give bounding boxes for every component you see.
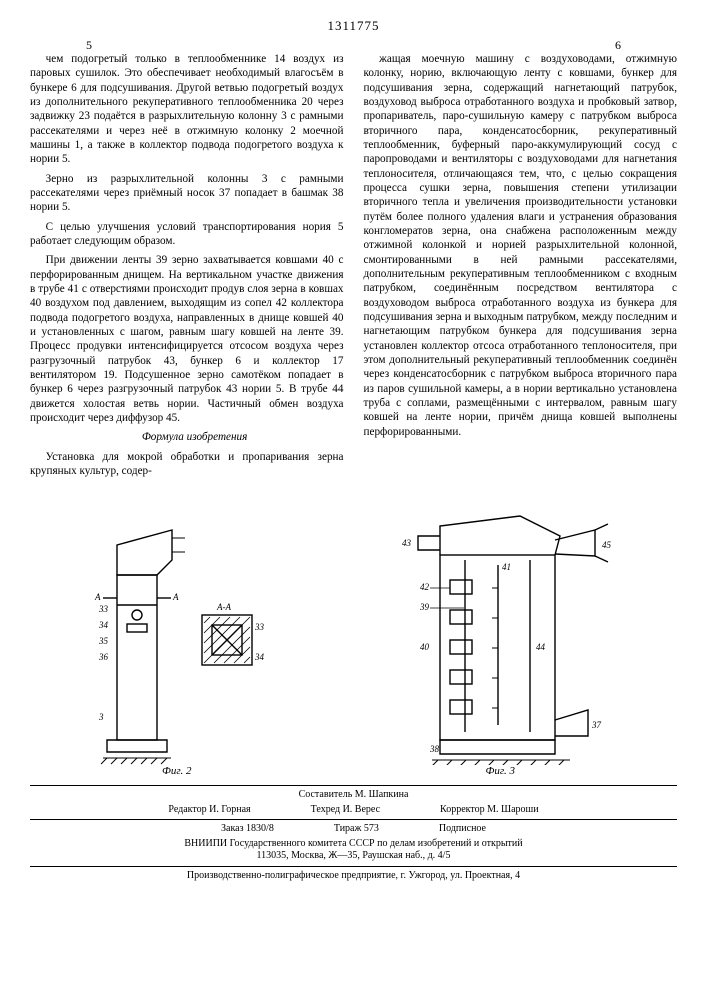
para: Установка для мокрой обработки и пропари… bbox=[30, 450, 344, 479]
footer-row: Заказ 1830/8 Тираж 573 Подписное bbox=[30, 823, 677, 836]
fig3-label: 39 bbox=[419, 602, 430, 612]
fig3-label: 42 bbox=[420, 582, 430, 592]
fig2-label: A bbox=[172, 592, 179, 602]
fig3-label: 37 bbox=[591, 720, 602, 730]
fig3-label: 44 bbox=[536, 642, 546, 652]
page-num-right: 6 bbox=[615, 38, 621, 53]
footer-tech: Техред И. Верес bbox=[311, 804, 380, 817]
footer-row: Редактор И. Горная Техред И. Верес Корре… bbox=[30, 804, 677, 817]
para: С целью улучшения условий транспортирова… bbox=[30, 220, 344, 249]
figure-3-caption: Фиг. 3 bbox=[486, 765, 516, 777]
fig3-label: 38 bbox=[429, 744, 440, 754]
fig2-label: 33 bbox=[98, 604, 109, 614]
footer-row: Составитель М. Шапкина bbox=[30, 789, 677, 802]
footer-org: ВНИИПИ Государственного комитета СССР по… bbox=[30, 838, 677, 851]
footer-print: Производственно-полиграфическое предприя… bbox=[30, 870, 677, 883]
footer-sign: Подписное bbox=[439, 823, 486, 836]
fig2-label: 34 bbox=[254, 652, 265, 662]
fig2-label: 34 bbox=[98, 620, 109, 630]
footer-block: Составитель М. Шапкина Редактор И. Горна… bbox=[30, 785, 677, 882]
column-left: чем подогретый только в теплообменнике 1… bbox=[30, 52, 344, 483]
fig2-label: 33 bbox=[254, 622, 265, 632]
para: Зерно из разрыхлительной колонны 3 с рам… bbox=[30, 172, 344, 215]
formula-heading: Формула изобретения bbox=[30, 430, 344, 444]
page-num-left: 5 bbox=[86, 38, 92, 53]
fig2-label: 35 bbox=[98, 636, 109, 646]
doc-number: 1311775 bbox=[30, 18, 677, 34]
figure-2: A A A-A 33 34 35 36 3 33 34 Фиг. 2 bbox=[77, 520, 277, 777]
footer-compiler: Составитель М. Шапкина bbox=[299, 789, 409, 802]
fig3-label: 41 bbox=[502, 562, 511, 572]
figures-row: A A A-A 33 34 35 36 3 33 34 Фиг. 2 bbox=[30, 497, 677, 777]
figure-3: 42 39 43 40 41 44 38 37 45 Фиг. 3 bbox=[370, 510, 630, 777]
para: чем подогретый только в теплообменнике 1… bbox=[30, 52, 344, 167]
footer-order: Заказ 1830/8 bbox=[221, 823, 274, 836]
figure-3-svg: 42 39 43 40 41 44 38 37 45 bbox=[370, 510, 630, 765]
para: жащая моечную машину с воздуховодами, от… bbox=[364, 52, 678, 439]
footer-editor: Редактор И. Горная bbox=[168, 804, 250, 817]
fig2-label: A-A bbox=[216, 602, 231, 612]
footer-tirage: Тираж 573 bbox=[334, 823, 379, 836]
para: При движении ленты 39 зерно захватываетс… bbox=[30, 253, 344, 425]
fig3-label: 40 bbox=[420, 642, 430, 652]
footer-corrector: Корректор М. Шароши bbox=[440, 804, 539, 817]
footer-addr: 113035, Москва, Ж—35, Раушская наб., д. … bbox=[30, 850, 677, 863]
fig2-label: 3 bbox=[98, 712, 104, 722]
figure-2-caption: Фиг. 2 bbox=[162, 765, 192, 777]
fig2-label: A bbox=[94, 592, 101, 602]
fig3-label: 45 bbox=[602, 540, 612, 550]
figure-2-svg: A A A-A 33 34 35 36 3 33 34 bbox=[77, 520, 277, 765]
text-columns: чем подогретый только в теплообменнике 1… bbox=[30, 52, 677, 483]
page-numbers: 5 6 bbox=[30, 38, 677, 52]
fig2-label: 36 bbox=[98, 652, 109, 662]
column-right: жащая моечную машину с воздуховодами, от… bbox=[364, 52, 678, 483]
fig3-label: 43 bbox=[402, 538, 412, 548]
